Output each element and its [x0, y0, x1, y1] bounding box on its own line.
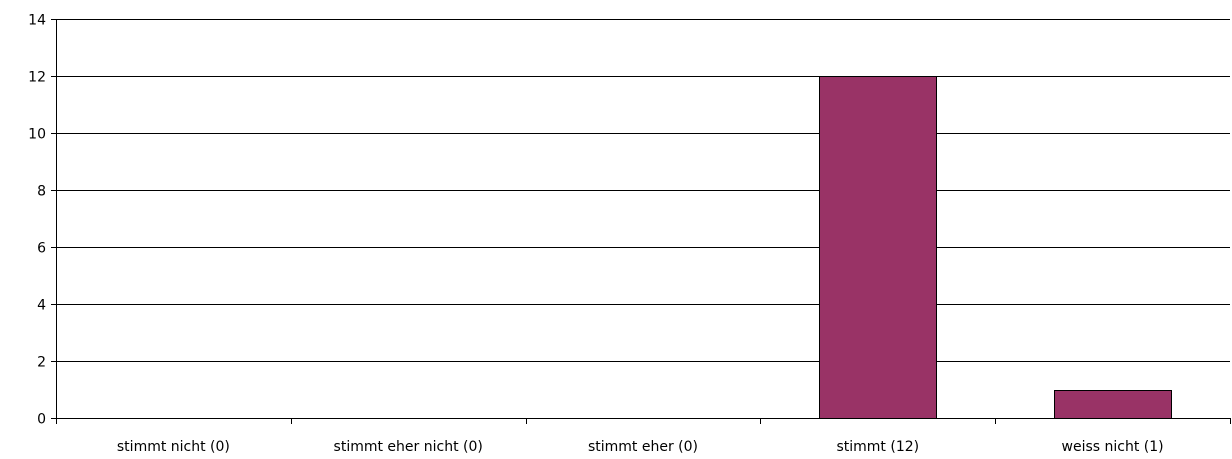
bar [819, 76, 937, 419]
y-tick-label: 0 [37, 412, 46, 428]
x-tick-label: stimmt (12) [836, 439, 919, 455]
y-tick-label: 2 [37, 355, 46, 371]
axes [51, 19, 1231, 424]
y-tick-label: 6 [37, 241, 46, 257]
bar [1054, 390, 1172, 419]
y-tick-label: 8 [37, 184, 46, 200]
x-tick-label: stimmt eher (0) [588, 439, 698, 455]
y-tick-label: 14 [28, 13, 46, 29]
y-tick-label: 10 [28, 127, 46, 143]
x-tick-label: stimmt eher nicht (0) [334, 439, 483, 455]
y-tick-labels: 0 2 4 6 8 10 12 14 [28, 13, 46, 428]
x-tick-labels: stimmt nicht (0) stimmt eher nicht (0) sti… [117, 439, 1164, 455]
x-tick-label: weiss nicht (1) [1062, 439, 1164, 455]
y-tick-label: 12 [28, 70, 46, 86]
gridlines [56, 19, 1230, 362]
x-tick-label: stimmt nicht (0) [117, 439, 230, 455]
y-tick-label: 4 [37, 298, 46, 314]
